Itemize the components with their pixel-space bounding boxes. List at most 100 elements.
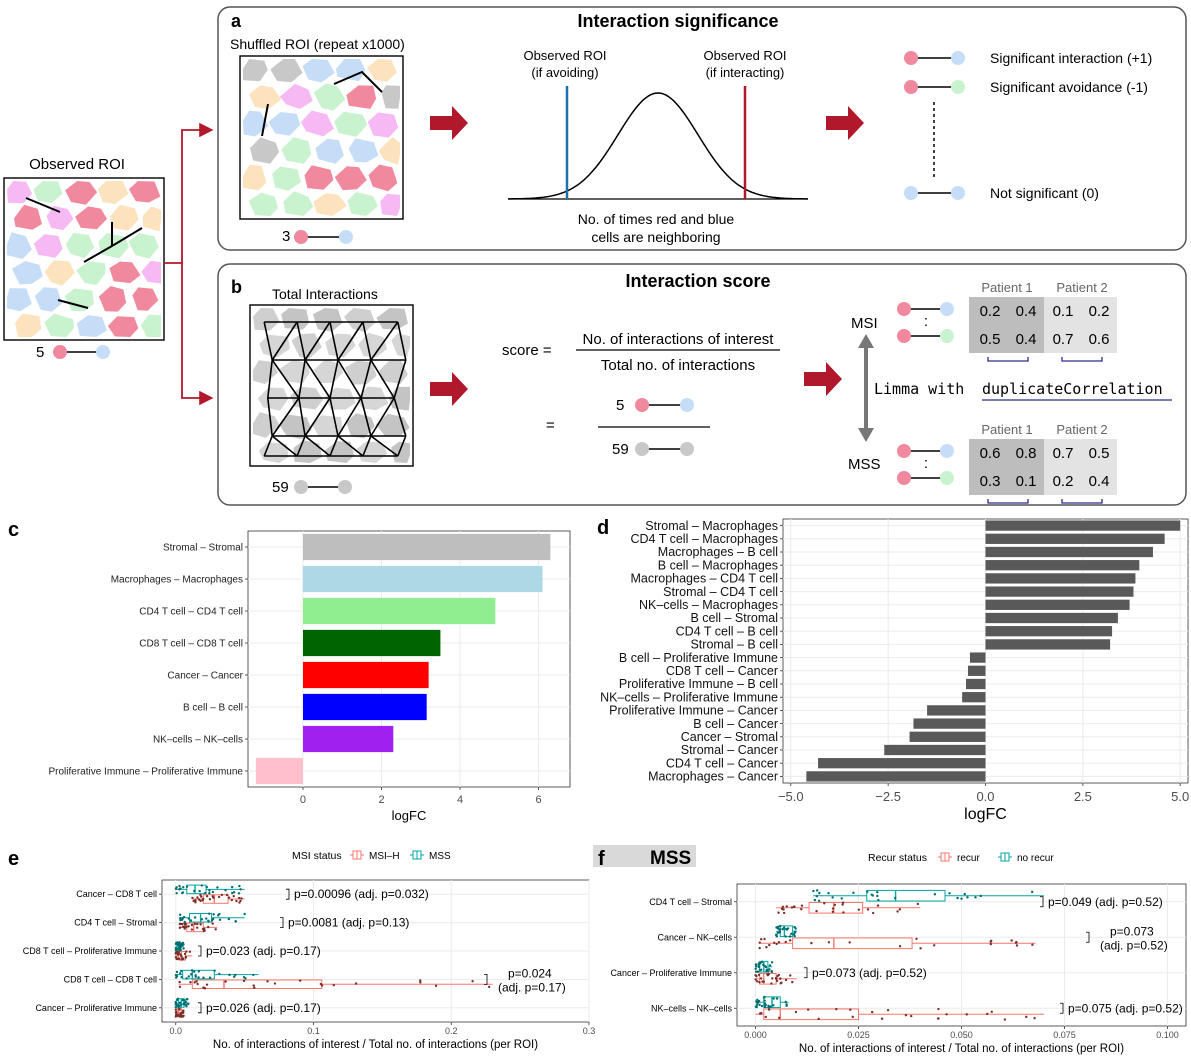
cell-shape xyxy=(97,181,129,205)
x-axis-label: logFC xyxy=(392,808,427,823)
jitter-point xyxy=(910,1014,913,1018)
cell-shape xyxy=(313,83,346,111)
jitter-point xyxy=(789,974,792,977)
jitter-point xyxy=(178,1008,181,1011)
cell-shape xyxy=(64,288,94,312)
jitter-point xyxy=(237,892,241,895)
score-lhs: score = xyxy=(502,342,552,359)
cell-shape xyxy=(279,83,313,109)
jitter-point xyxy=(214,928,217,931)
cell-shape xyxy=(347,192,378,216)
patient2-header: Patient 2 xyxy=(1056,280,1107,295)
jitter-point xyxy=(212,913,215,916)
jitter-point xyxy=(212,896,215,899)
jitter-point xyxy=(185,977,188,980)
limma-function: duplicateCorrelation xyxy=(982,380,1163,398)
bar xyxy=(985,533,1165,544)
bar xyxy=(302,597,496,625)
table-cell: 0.4 xyxy=(1016,303,1037,320)
jitter-point xyxy=(174,1015,178,1018)
jitter-point xyxy=(778,1016,781,1020)
cell-shape xyxy=(358,332,388,358)
jitter-point xyxy=(190,969,194,972)
obs-interact-line2: (if interacting) xyxy=(706,65,785,80)
category-label: Macrophages – B cell xyxy=(658,545,778,559)
category-label: CD4 T cell – Stromal xyxy=(649,897,732,907)
jitter-point xyxy=(778,931,781,934)
jitter-point xyxy=(990,1010,993,1014)
jitter-point xyxy=(487,985,491,989)
jitter-point xyxy=(772,997,775,1000)
jitter-point xyxy=(234,920,237,923)
jitter-point xyxy=(185,925,188,929)
jitter-point xyxy=(758,969,762,972)
jitter-point xyxy=(775,977,778,980)
cell-shape xyxy=(132,287,159,311)
jitter-point xyxy=(266,980,269,983)
jitter-point xyxy=(760,1004,764,1008)
table-cell: 0.4 xyxy=(1016,331,1037,348)
cell-shape xyxy=(304,165,334,190)
cell-shape xyxy=(249,85,282,110)
panel-c: c Stromal – Stromal Macrophages – Macroph… xyxy=(8,519,571,823)
jitter-point xyxy=(775,997,779,1000)
jitter-point xyxy=(174,946,178,950)
jitter-point xyxy=(759,962,762,965)
jitter-point xyxy=(778,924,782,928)
jitter-point xyxy=(203,929,206,932)
jitter-point xyxy=(831,907,835,910)
table-cell: 0.4 xyxy=(1089,473,1110,490)
jitter-point xyxy=(794,1010,798,1014)
jitter-point xyxy=(755,1000,758,1003)
jitter-point xyxy=(818,891,821,895)
jitter-point xyxy=(193,916,197,919)
jitter-point xyxy=(197,976,200,979)
jitter-point xyxy=(182,1014,185,1017)
jitter-point xyxy=(179,1012,182,1015)
cell-shape xyxy=(14,204,42,230)
cell-shape xyxy=(65,181,98,205)
total-interactions-label: Total Interactions xyxy=(272,286,378,302)
jitter-point xyxy=(755,980,759,983)
cell-shape xyxy=(391,441,410,463)
cell-shape xyxy=(34,287,63,312)
jitter-point xyxy=(785,1004,788,1007)
jitter-point xyxy=(768,943,771,947)
jitter-point xyxy=(857,908,861,911)
jitter-point xyxy=(974,896,977,899)
jitter-point xyxy=(187,917,190,920)
cell-shape xyxy=(378,136,400,165)
tick-label: 0 xyxy=(300,794,306,806)
jitter-point xyxy=(180,975,183,979)
jitter-point xyxy=(767,970,770,973)
jitter-point xyxy=(1010,939,1013,942)
msi-table: Patient 1 Patient 2 0.2 0.4 0.1 0.2 0.5 0.4 0.7 0… xyxy=(897,280,1117,362)
table-cell: 0.5 xyxy=(980,331,1001,348)
cell-shape xyxy=(366,59,397,82)
jitter-point xyxy=(817,899,821,903)
cell-shape xyxy=(110,204,139,231)
jitter-point xyxy=(773,941,776,944)
jitter-point xyxy=(784,927,788,931)
jitter-point xyxy=(956,896,959,900)
jitter-point xyxy=(177,1013,180,1017)
category-label: CD8 T cell – Cancer xyxy=(666,664,778,678)
jitter-point xyxy=(813,898,817,902)
jitter-point xyxy=(237,896,241,900)
category-label: B cell – B cell xyxy=(183,702,243,713)
red-blue-pair-icon xyxy=(53,345,110,359)
tick-label: 0.075 xyxy=(1053,1030,1076,1040)
jitter-point xyxy=(220,893,224,897)
jitter-point xyxy=(810,941,813,945)
score-numerator: No. of interactions of interest xyxy=(583,331,775,348)
category-label: NK–cells – Proliferative Immune xyxy=(600,690,778,704)
category-label: CD8 T cell – CD8 T cell xyxy=(64,974,157,984)
jitter-point xyxy=(298,979,302,982)
cell-shape xyxy=(336,59,366,82)
jitter-point xyxy=(194,899,197,902)
jitter-point xyxy=(196,926,199,929)
jitter-point xyxy=(800,904,804,907)
jitter-point xyxy=(764,1015,767,1019)
jitter-point xyxy=(758,1003,761,1007)
